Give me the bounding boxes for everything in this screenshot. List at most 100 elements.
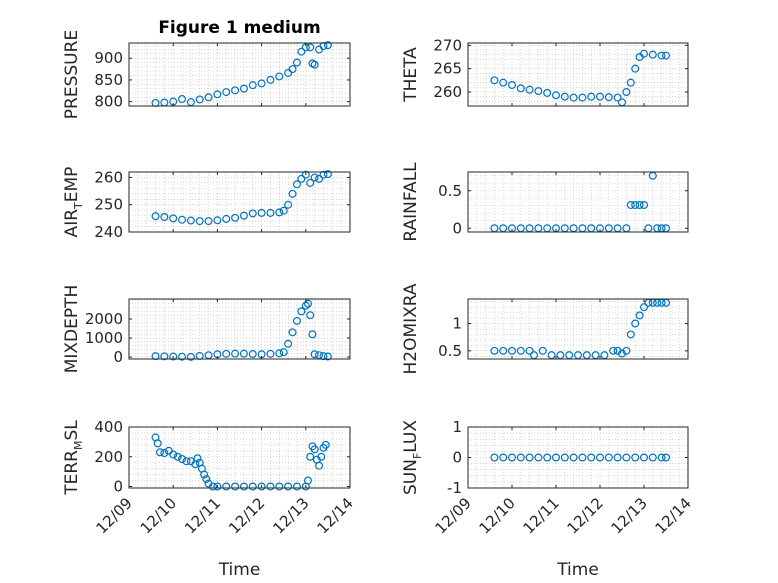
data-point xyxy=(257,482,266,491)
data-point xyxy=(173,452,182,461)
data-point xyxy=(292,58,301,67)
data-point xyxy=(604,453,613,462)
plot-area xyxy=(129,43,350,106)
y-tick-label: 200 xyxy=(94,448,123,466)
y-tick-label: 0 xyxy=(113,348,123,366)
data-point xyxy=(551,453,560,462)
data-point xyxy=(222,88,231,97)
axes-box xyxy=(467,298,689,360)
x-tick-label: 12/10 xyxy=(476,494,519,537)
figure-title: Figure 1 medium xyxy=(158,18,320,38)
data-point xyxy=(534,87,543,96)
data-point xyxy=(186,98,195,107)
y-tick-label: 900 xyxy=(94,49,123,67)
data-point xyxy=(200,470,209,479)
data-point xyxy=(499,453,508,462)
x-tick-label: 12/11 xyxy=(181,494,224,537)
data-point xyxy=(315,174,324,183)
data-point xyxy=(648,50,657,59)
data-point xyxy=(231,213,240,222)
y-axis-label: SUNFLUX xyxy=(401,420,424,495)
data-point xyxy=(222,482,231,491)
data-point xyxy=(304,299,313,308)
plot-area xyxy=(468,172,688,232)
data-point xyxy=(182,457,191,466)
x-axis-label: Time xyxy=(218,560,261,580)
data-point xyxy=(151,352,160,361)
y-tick-label: 240 xyxy=(94,223,123,241)
x-tick-label: 12/14 xyxy=(652,494,695,537)
data-point xyxy=(534,453,543,462)
data-point xyxy=(661,51,670,60)
data-point xyxy=(508,453,517,462)
data-point xyxy=(310,60,319,69)
data-point xyxy=(213,90,222,99)
data-point xyxy=(543,88,552,97)
data-point xyxy=(204,217,213,226)
data-point xyxy=(301,301,310,310)
data-point xyxy=(275,72,284,81)
data-point xyxy=(306,452,315,461)
data-point xyxy=(248,209,257,218)
data-point xyxy=(208,482,217,491)
y-tick-label: 260 xyxy=(94,168,123,186)
data-point xyxy=(661,453,670,462)
data-point xyxy=(569,453,578,462)
data-point xyxy=(508,346,517,355)
x-tick-label: 12/09 xyxy=(432,494,475,537)
data-point xyxy=(178,215,187,224)
data-point xyxy=(284,200,293,209)
data-point xyxy=(622,346,631,355)
data-point xyxy=(657,453,666,462)
data-point xyxy=(639,303,648,312)
y-tick-label: 0.5 xyxy=(438,342,462,360)
data-point xyxy=(626,330,635,339)
data-point xyxy=(310,350,319,359)
y-axis-label: PRESSURE xyxy=(62,30,82,119)
data-point xyxy=(301,170,310,179)
data-point xyxy=(222,214,231,223)
data-point xyxy=(284,68,293,77)
x-tick-label: 12/12 xyxy=(564,494,607,537)
data-point xyxy=(587,92,596,101)
data-point xyxy=(525,453,534,462)
data-point xyxy=(266,349,275,358)
x-tick-label: 12/09 xyxy=(93,494,136,537)
y-tick-label: 260 xyxy=(433,83,462,101)
data-point xyxy=(499,346,508,355)
data-point xyxy=(310,445,319,454)
data-point xyxy=(195,95,204,104)
data-point xyxy=(631,64,640,73)
data-point xyxy=(604,93,613,102)
y-tick-label: 400 xyxy=(94,418,123,436)
data-point xyxy=(288,328,297,337)
data-point xyxy=(560,453,569,462)
plot-area xyxy=(129,299,350,359)
y-tick-label: 2000 xyxy=(85,310,123,328)
data-point xyxy=(222,349,231,358)
data-point xyxy=(323,170,332,179)
data-point xyxy=(657,51,666,60)
data-point xyxy=(639,201,648,210)
data-point xyxy=(248,350,257,359)
data-point xyxy=(622,453,631,462)
data-point xyxy=(257,208,266,217)
data-point xyxy=(231,349,240,358)
data-point xyxy=(169,352,178,361)
x-tick-label: 12/14 xyxy=(314,494,357,537)
data-point xyxy=(306,178,315,187)
data-point xyxy=(516,453,525,462)
data-point xyxy=(292,316,301,325)
data-point xyxy=(275,482,284,491)
subplot-terr-msl: 0 200 400 12/09 12/10 12/11 12/12 12/13 12/14 TER… xyxy=(62,418,357,580)
data-point xyxy=(288,65,297,74)
data-point xyxy=(248,482,257,491)
data-point xyxy=(297,174,306,183)
data-point xyxy=(275,349,284,358)
data-point xyxy=(525,346,534,355)
data-point xyxy=(279,206,288,215)
data-point xyxy=(186,216,195,225)
data-point xyxy=(319,352,328,361)
data-point xyxy=(297,47,306,56)
data-point xyxy=(178,454,187,463)
